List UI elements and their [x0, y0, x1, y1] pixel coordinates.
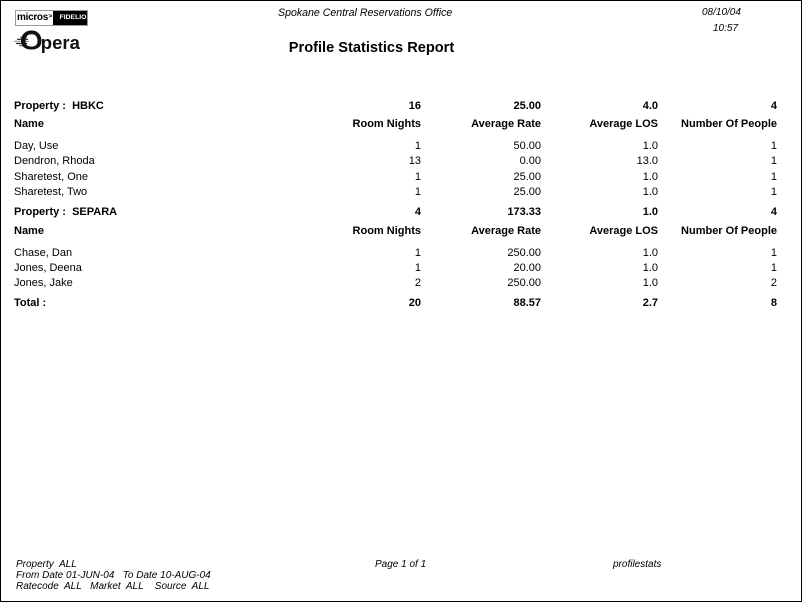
svg-text:pera: pera: [41, 32, 81, 53]
